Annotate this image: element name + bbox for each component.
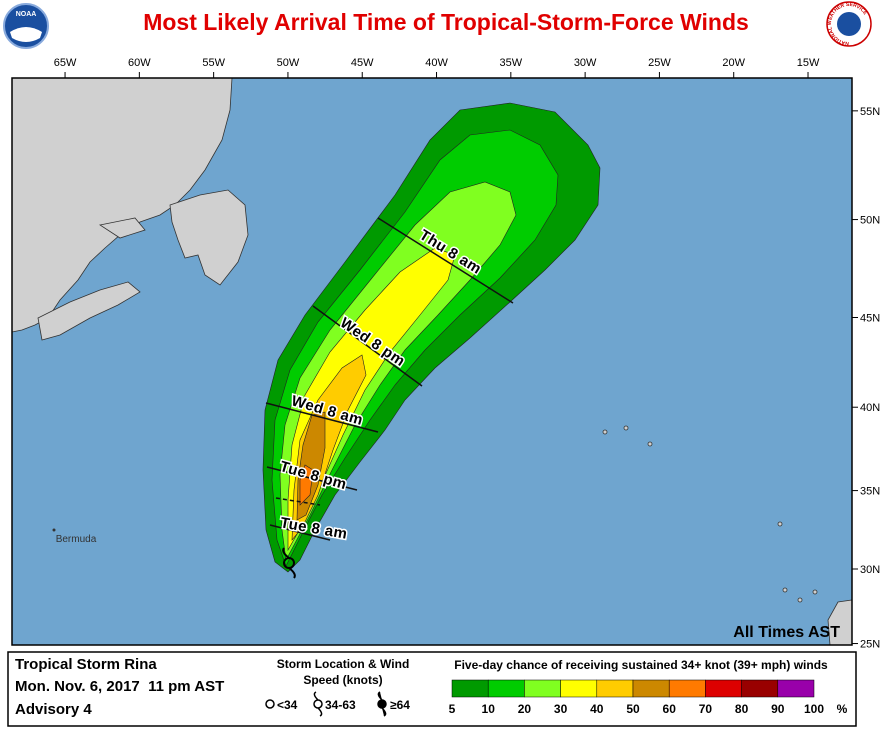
lat-label: 35N: [860, 486, 880, 498]
legend-swatch: [705, 679, 742, 698]
nws-center: [837, 12, 861, 36]
symbol-label: 34-63: [325, 698, 356, 712]
symbol-weak: [265, 699, 275, 709]
place-label: Bermuda: [56, 534, 97, 545]
lat-label: 50N: [860, 215, 880, 227]
isochrone: [266, 466, 358, 491]
legend-unit: %: [837, 702, 848, 716]
lat-label: 55N: [860, 106, 880, 118]
legend-label: 90: [771, 702, 785, 716]
legend-swatch: [524, 679, 561, 698]
lat-label: 40N: [860, 402, 880, 414]
symbols-title-box: Storm Location & Wind Speed (knots): [276, 657, 410, 687]
island: [98, 217, 146, 239]
legend-label: 30: [554, 702, 568, 716]
legend-swatch: [487, 679, 525, 698]
advisory-number: Advisory 4: [15, 701, 92, 718]
isochrone: [377, 217, 514, 304]
storm-arms: [282, 547, 296, 579]
isochrone: [312, 305, 423, 387]
canaries: [797, 597, 803, 603]
lat-label: 30N: [860, 564, 880, 576]
noaa-bird: [10, 27, 42, 42]
symbol-label: ≥64: [390, 698, 410, 712]
noaa-text: NOAA: [16, 11, 37, 18]
swath: [262, 102, 601, 573]
lon-label: 55W: [202, 57, 225, 69]
band-60: [299, 464, 314, 506]
lon-label: 20W: [722, 57, 745, 69]
map-note: All Times AST: [733, 624, 840, 641]
lon-label: 65W: [54, 57, 77, 69]
advisory-date: Mon. Nov. 6, 2017 11 pm AST: [15, 678, 224, 695]
symbol-label: <34: [277, 698, 298, 712]
azores: [602, 429, 608, 435]
title: Most Likely Arrival Time of Tropical-Sto…: [143, 9, 749, 35]
legend-swatch: [560, 679, 598, 698]
bermuda-dot: [52, 528, 56, 532]
legend-swatch: [777, 679, 815, 698]
legend-label: 20: [518, 702, 532, 716]
legend-label: 40: [590, 702, 604, 716]
nova-scotia: [37, 281, 141, 341]
isochrone: [265, 402, 379, 433]
isochrone: [269, 524, 331, 541]
legend-label: 50: [626, 702, 640, 716]
azores: [647, 441, 653, 447]
lon-label: 60W: [128, 57, 151, 69]
lon-label: 45W: [351, 57, 374, 69]
madeira: [777, 521, 783, 527]
isochrones: [265, 217, 514, 541]
lon-label: 35W: [500, 57, 523, 69]
legend-label: 60: [663, 702, 677, 716]
lon-label: 25W: [648, 57, 671, 69]
legend-label: 70: [699, 702, 713, 716]
azores: [623, 425, 629, 431]
map-frame: [11, 77, 853, 646]
legend-swatch: [741, 679, 779, 698]
legend-swatch: [451, 679, 489, 698]
legend-title: Five-day chance of receiving sustained 3…: [454, 658, 828, 672]
symbol-hurricane: [377, 691, 387, 717]
lat-label: 45N: [860, 312, 880, 324]
land: [11, 77, 853, 646]
storm-symbol: [282, 547, 296, 579]
lon-label: 30W: [574, 57, 597, 69]
isochrone: [275, 497, 321, 506]
ticks: 65W 60W 55W 50W 45W 40W 35W 30W 25W 20W 15W 55N 50N 4…: [54, 57, 880, 651]
symbol-ts: [313, 691, 323, 717]
legend-label: 10: [482, 702, 496, 716]
legend-swatch: [596, 679, 634, 698]
legend-swatch: [632, 679, 670, 698]
legend-label: 5: [449, 702, 456, 716]
legend-label: 100: [804, 702, 824, 716]
legend-label: 80: [735, 702, 749, 716]
legend-swatch: [668, 679, 706, 698]
lon-label: 15W: [797, 57, 820, 69]
canaries: [812, 589, 818, 595]
newfoundland: [169, 189, 249, 286]
legend: 5 10 20 30 40 50 60 70 80 90 100: [449, 679, 824, 716]
lon-label: 50W: [277, 57, 300, 69]
canaries: [782, 587, 788, 593]
storm-name: Tropical Storm Rina: [15, 656, 157, 673]
lat-label: 25N: [860, 639, 880, 651]
lon-label: 40W: [425, 57, 448, 69]
symbols-title: Storm Location & Wind Speed (knots): [276, 657, 410, 687]
